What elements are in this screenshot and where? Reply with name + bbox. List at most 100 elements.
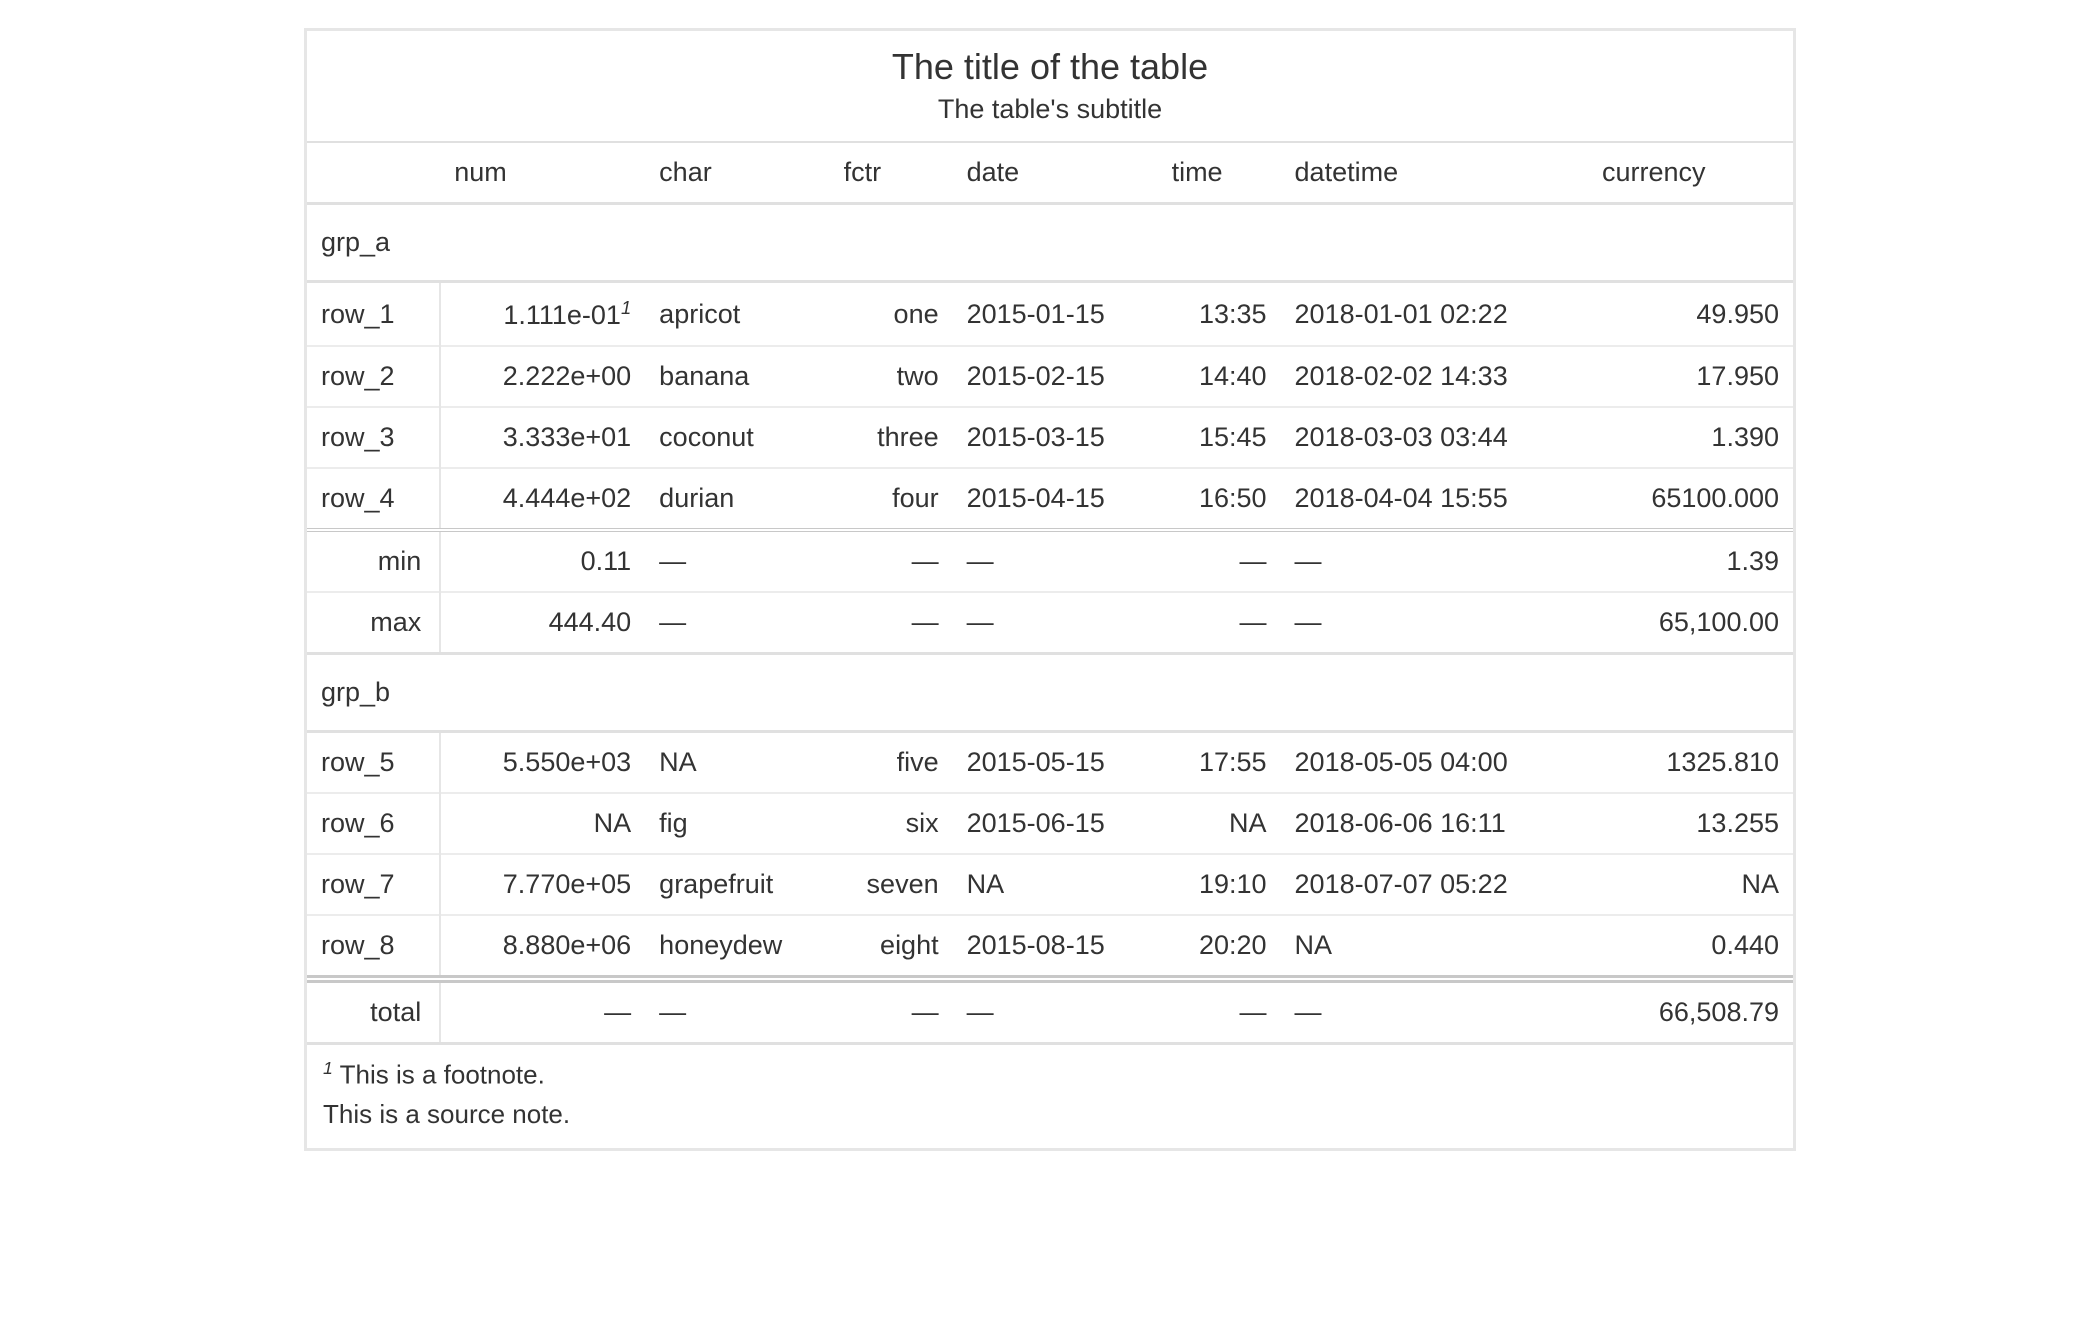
cell-fctr: seven: [830, 854, 953, 915]
table-row: row_7 7.770e+05 grapefruit seven NA 19:1…: [307, 854, 1793, 915]
cell-date: 2015-02-15: [953, 346, 1158, 407]
summary-stub: max: [307, 592, 440, 654]
cell-datetime: 2018-06-06 16:11: [1281, 793, 1588, 854]
cell-fctr: two: [830, 346, 953, 407]
cell-time: 16:50: [1158, 468, 1281, 530]
row-stub: row_1: [307, 282, 440, 347]
table-title: The title of the table: [327, 45, 1773, 88]
table-footnotes: 1 This is a footnote. This is a source n…: [307, 1042, 1793, 1148]
cell-time: 17:55: [1158, 732, 1281, 794]
summary-row: min 0.11 — — — — — 1.39: [307, 530, 1793, 592]
footnote-line: 1 This is a footnote.: [323, 1055, 1777, 1095]
row-stub: row_7: [307, 854, 440, 915]
cell-fctr: —: [830, 592, 953, 654]
cell-date: 2015-06-15: [953, 793, 1158, 854]
cell-datetime: 2018-05-05 04:00: [1281, 732, 1588, 794]
row-stub: row_8: [307, 915, 440, 979]
cell-char: —: [645, 592, 829, 654]
cell-time: NA: [1158, 793, 1281, 854]
table-row: row_8 8.880e+06 honeydew eight 2015-08-1…: [307, 915, 1793, 979]
cell-currency: 66,508.79: [1588, 979, 1793, 1042]
cell-currency: 1.39: [1588, 530, 1793, 592]
cell-num: 1.111e-011: [440, 282, 645, 347]
cell-date: 2015-03-15: [953, 407, 1158, 468]
cell-num: 0.11: [440, 530, 645, 592]
cell-currency: 65100.000: [1588, 468, 1793, 530]
grand-summary: total — — — — — — 66,508.79: [307, 979, 1793, 1042]
column-header-stub: [307, 143, 440, 204]
column-header-row: num char fctr date time datetime currenc…: [307, 143, 1793, 204]
column-header-num: num: [440, 143, 645, 204]
cell-num: 444.40: [440, 592, 645, 654]
group-b: grp_b row_5 5.550e+03 NA five 2015-05-15…: [307, 654, 1793, 980]
cell-fctr: eight: [830, 915, 953, 979]
cell-num: 7.770e+05: [440, 854, 645, 915]
cell-char: durian: [645, 468, 829, 530]
cell-char: —: [645, 979, 829, 1042]
cell-datetime: 2018-07-07 05:22: [1281, 854, 1588, 915]
table-grid: num char fctr date time datetime currenc…: [307, 143, 1793, 1042]
cell-currency: 1.390: [1588, 407, 1793, 468]
cell-datetime: —: [1281, 530, 1588, 592]
cell-num: 5.550e+03: [440, 732, 645, 794]
cell-datetime: NA: [1281, 915, 1588, 979]
cell-fctr: —: [830, 979, 953, 1042]
cell-time: —: [1158, 979, 1281, 1042]
cell-char: —: [645, 530, 829, 592]
row-stub: row_5: [307, 732, 440, 794]
cell-datetime: 2018-02-02 14:33: [1281, 346, 1588, 407]
cell-currency: 0.440: [1588, 915, 1793, 979]
cell-fctr: four: [830, 468, 953, 530]
cell-datetime: 2018-01-01 02:22: [1281, 282, 1588, 347]
cell-fctr: —: [830, 530, 953, 592]
cell-char: NA: [645, 732, 829, 794]
cell-currency: 1325.810: [1588, 732, 1793, 794]
cell-time: —: [1158, 530, 1281, 592]
group-label-row: grp_a: [307, 204, 1793, 282]
footnote-mark: 1: [323, 1058, 333, 1078]
cell-char: grapefruit: [645, 854, 829, 915]
cell-fctr: five: [830, 732, 953, 794]
cell-time: 14:40: [1158, 346, 1281, 407]
column-header-date: date: [953, 143, 1158, 204]
table-row: row_5 5.550e+03 NA five 2015-05-15 17:55…: [307, 732, 1793, 794]
cell-currency: NA: [1588, 854, 1793, 915]
source-note: This is a source note.: [323, 1095, 1777, 1134]
summary-row: max 444.40 — — — — — 65,100.00: [307, 592, 1793, 654]
data-table: The title of the table The table's subti…: [304, 28, 1796, 1151]
table-subtitle: The table's subtitle: [327, 94, 1773, 125]
cell-date: 2015-04-15: [953, 468, 1158, 530]
column-header-fctr: fctr: [830, 143, 953, 204]
cell-num: 3.333e+01: [440, 407, 645, 468]
cell-char: banana: [645, 346, 829, 407]
cell-date: NA: [953, 854, 1158, 915]
cell-currency: 65,100.00: [1588, 592, 1793, 654]
table-row: row_6 NA fig six 2015-06-15 NA 2018-06-0…: [307, 793, 1793, 854]
cell-char: honeydew: [645, 915, 829, 979]
cell-fctr: six: [830, 793, 953, 854]
cell-fctr: one: [830, 282, 953, 347]
table-row: row_3 3.333e+01 coconut three 2015-03-15…: [307, 407, 1793, 468]
table-row: row_2 2.222e+00 banana two 2015-02-15 14…: [307, 346, 1793, 407]
footnote-text: This is a footnote.: [340, 1060, 545, 1090]
column-header-time: time: [1158, 143, 1281, 204]
cell-date: 2015-01-15: [953, 282, 1158, 347]
row-stub: row_6: [307, 793, 440, 854]
cell-datetime: 2018-03-03 03:44: [1281, 407, 1588, 468]
cell-datetime: 2018-04-04 15:55: [1281, 468, 1588, 530]
group-a: grp_a row_1 1.111e-011 apricot one 2015-…: [307, 204, 1793, 654]
cell-date: 2015-08-15: [953, 915, 1158, 979]
cell-num: 4.444e+02: [440, 468, 645, 530]
row-stub: row_3: [307, 407, 440, 468]
cell-datetime: —: [1281, 592, 1588, 654]
cell-fctr: three: [830, 407, 953, 468]
cell-num: 2.222e+00: [440, 346, 645, 407]
cell-date: 2015-05-15: [953, 732, 1158, 794]
cell-date: —: [953, 979, 1158, 1042]
cell-char: apricot: [645, 282, 829, 347]
cell-num: —: [440, 979, 645, 1042]
row-stub: row_4: [307, 468, 440, 530]
cell-char: coconut: [645, 407, 829, 468]
column-header-datetime: datetime: [1281, 143, 1588, 204]
summary-stub: min: [307, 530, 440, 592]
